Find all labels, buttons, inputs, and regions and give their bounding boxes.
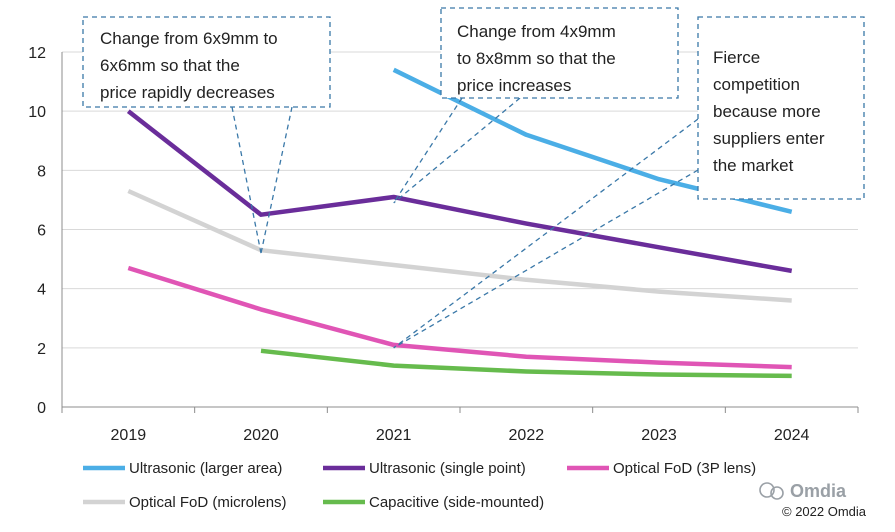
legend-label: Ultrasonic (single point)	[369, 460, 526, 477]
x-tick-label: 2022	[509, 427, 545, 444]
annotation-leader	[393, 97, 463, 204]
legend-label: Optical FoD (3P lens)	[613, 460, 756, 477]
y-tick-label: 2	[37, 341, 46, 358]
y-tick-label: 0	[37, 400, 46, 417]
annotation-leader	[393, 118, 699, 349]
copyright-credit: © 2022 Omdia	[782, 504, 867, 519]
annotation-text: to 8x8mm so that the	[457, 49, 616, 68]
annotation-text: suppliers enter	[713, 129, 825, 148]
x-tick-label: 2021	[376, 427, 412, 444]
x-tick-label: 2019	[111, 427, 147, 444]
brand-name: Omdia	[790, 481, 847, 501]
annotation-box	[440, 7, 679, 99]
series-line-3	[127, 265, 792, 370]
annotation-text: 6x6mm so that the	[100, 56, 240, 75]
y-tick-label: 12	[28, 45, 46, 62]
legend-label: Capacitive (side-mounted)	[369, 494, 544, 511]
annotation-leader	[393, 97, 521, 204]
x-tick-label: 2024	[774, 427, 810, 444]
annotation-leader	[231, 106, 262, 254]
y-tick-label: 8	[37, 163, 46, 180]
omdia-logo-icon	[759, 482, 784, 500]
series-line-5	[260, 348, 792, 379]
annotation-text: price rapidly decreases	[100, 83, 275, 102]
annotation-box	[82, 16, 331, 108]
annotation-text: Change from 6x9mm to	[100, 29, 278, 48]
annotation-text: competition	[713, 75, 800, 94]
x-tick-label: 2023	[641, 427, 677, 444]
annotation-leader	[260, 106, 293, 254]
annotation-text: Change from 4x9mm	[457, 22, 616, 41]
annotation-text: price increases	[457, 76, 571, 95]
legend-label: Ultrasonic (larger area)	[129, 460, 282, 477]
annotation-text: Fierce	[713, 48, 760, 67]
annotation-text: the market	[713, 156, 794, 175]
y-tick-label: 6	[37, 223, 46, 240]
legend-label: Optical FoD (microlens)	[129, 494, 287, 511]
series-line-2	[126, 109, 793, 274]
x-tick-label: 2020	[243, 427, 279, 444]
annotation-text: because more	[713, 102, 821, 121]
annotation-leader	[393, 169, 699, 349]
annotation-box	[697, 16, 865, 200]
series-line-4	[127, 188, 792, 303]
y-tick-label: 10	[28, 104, 46, 121]
y-tick-label: 4	[37, 282, 46, 299]
